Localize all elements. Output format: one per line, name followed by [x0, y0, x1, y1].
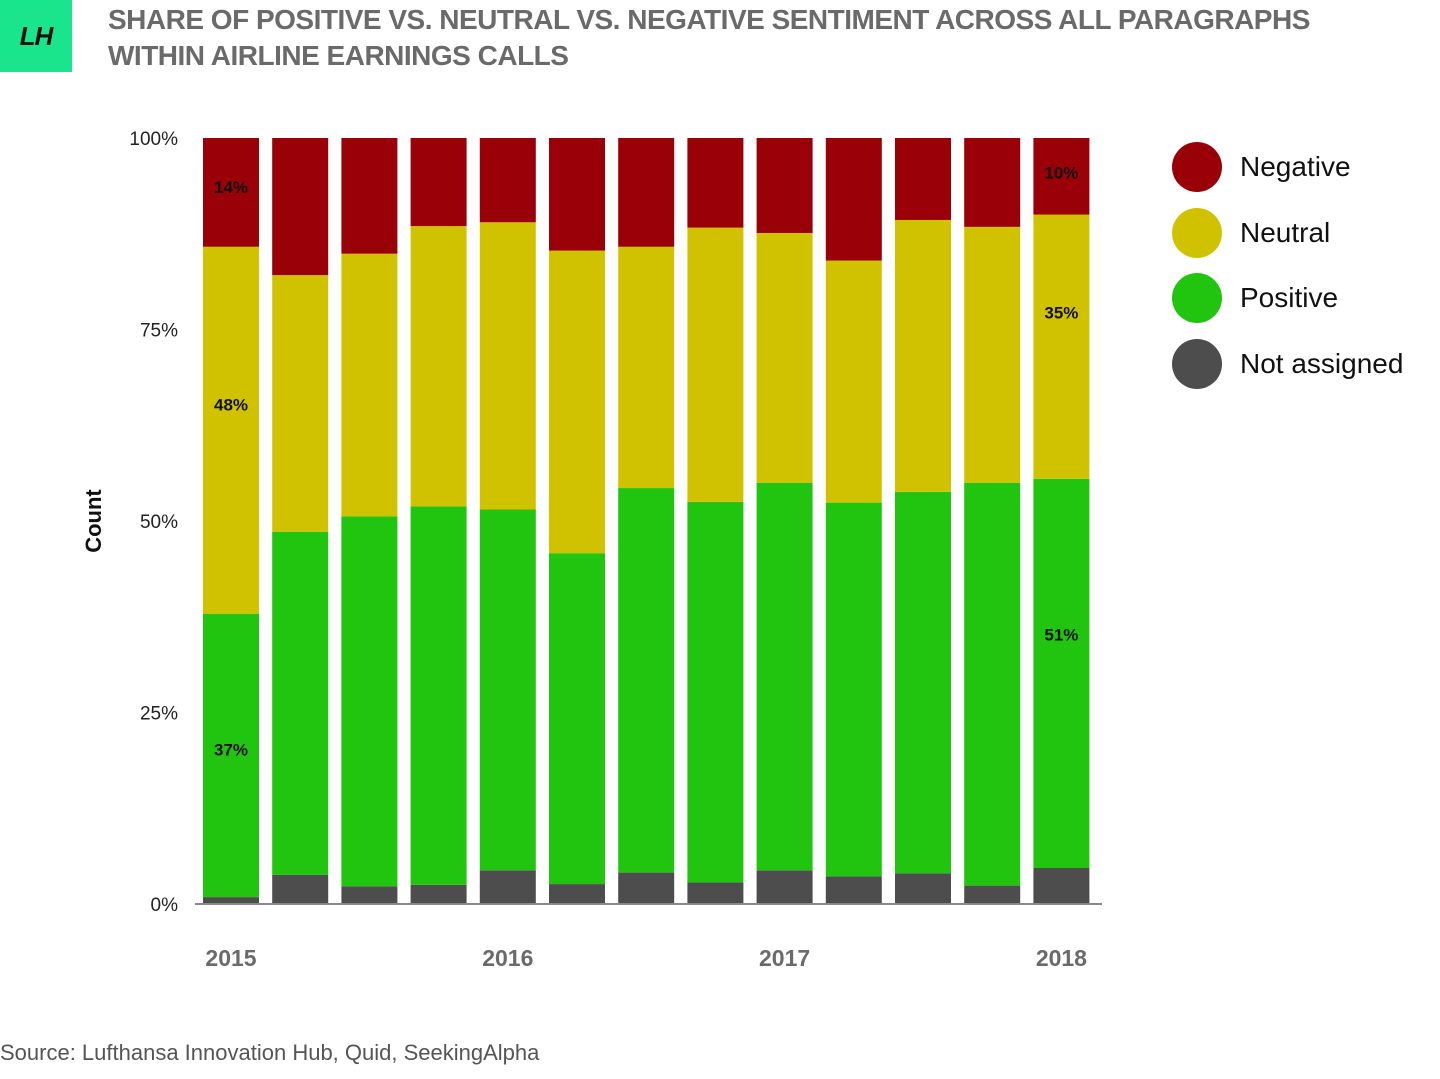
bar-segment-not-assigned: [479, 870, 536, 904]
bar-segment-not-assigned: [549, 884, 605, 904]
bar-segment-positive: [964, 482, 1021, 886]
bar-segment-not-assigned: [825, 876, 882, 904]
legend-label: Negative: [1240, 151, 1351, 182]
bar-segment-negative: [272, 138, 329, 276]
data-label: 51%: [1044, 626, 1078, 645]
legend-item-neutral: Neutral: [1172, 207, 1403, 258]
bar-segment-positive: [272, 531, 329, 875]
legend-swatch: [1172, 142, 1222, 192]
legend-label: Positive: [1240, 282, 1339, 313]
bar-segment-not-assigned: [410, 884, 467, 904]
bar-segment-not-assigned: [687, 882, 744, 904]
y-axis-label: Count: [81, 489, 106, 553]
y-tick-label: 25%: [140, 704, 178, 725]
bar-segment-neutral: [410, 226, 467, 507]
bar-segment-not-assigned: [203, 897, 259, 904]
x-tick-label: 2015: [205, 945, 256, 971]
x-tick-label: 2016: [482, 945, 533, 971]
legend-label: Neutral: [1240, 216, 1331, 248]
bar-segment-negative: [964, 138, 1021, 227]
chart-title: SHARE OF POSITIVE VS. NEUTRAL VS. NEGATI…: [108, 4, 1310, 71]
bar-segment-positive: [341, 516, 398, 887]
bar-segment-neutral: [479, 222, 536, 510]
bar-segment-negative: [341, 138, 398, 254]
bar-segment-positive: [895, 491, 951, 874]
bar-segment-neutral: [341, 253, 398, 517]
bar-segment-not-assigned: [1033, 867, 1090, 904]
bar-segment-positive: [203, 613, 259, 898]
bar-segment-negative: [825, 138, 882, 261]
bar-segment-neutral: [964, 226, 1021, 483]
bar-segment-neutral: [895, 219, 951, 492]
bar-segment-neutral: [825, 260, 882, 503]
bar-segment-neutral: [1033, 214, 1090, 479]
y-tick-label: 75%: [140, 321, 178, 342]
bar-segment-neutral: [756, 232, 813, 483]
bar-segment-not-assigned: [895, 873, 951, 904]
bar-segment-negative: [895, 138, 951, 220]
data-label: 37%: [214, 741, 248, 760]
bar-segment-negative: [1033, 138, 1090, 215]
data-label: 14%: [214, 178, 248, 197]
bar-segment-not-assigned: [618, 872, 675, 904]
bar-segment-not-assigned: [272, 874, 329, 904]
bar-segment-positive: [410, 506, 467, 885]
brand-logo: LH: [0, 0, 72, 72]
bar-segment-negative: [410, 138, 467, 227]
y-tick-label: 100%: [129, 129, 178, 150]
bar-segment-neutral: [203, 246, 259, 614]
chart-legend: Negative Neutral Positive Not assigned: [1172, 142, 1403, 404]
legend-swatch: [1172, 338, 1222, 389]
bar-segment-neutral: [687, 227, 744, 502]
y-tick-label: 0%: [151, 895, 179, 916]
data-label: 48%: [214, 396, 248, 415]
data-label: 10%: [1044, 163, 1078, 182]
legend-item-negative: Negative: [1172, 142, 1403, 192]
legend-swatch: [1172, 207, 1222, 258]
legend-item-not-assigned: Not assigned: [1172, 338, 1404, 389]
bar-segment-negative: [618, 138, 675, 247]
bar-segment-positive: [687, 501, 744, 883]
bar-segment-positive: [618, 488, 675, 873]
bar-segment-neutral: [549, 250, 605, 554]
bar-segment-not-assigned: [964, 885, 1021, 904]
source-note: Source: Lufthansa Innovation Hub, Quid, …: [0, 1040, 540, 1065]
data-label: 35%: [1044, 303, 1078, 322]
bar-segment-not-assigned: [756, 870, 813, 904]
bar-segment-negative: [479, 138, 536, 223]
bar-segment-positive: [479, 509, 536, 871]
legend-item-positive: Positive: [1172, 273, 1403, 323]
bar-segment-neutral: [618, 246, 675, 489]
x-tick-label: 2017: [759, 945, 810, 971]
y-tick-label: 50%: [140, 512, 178, 533]
bar-segment-negative: [549, 138, 605, 251]
bar-segment-positive: [825, 502, 882, 877]
bar-segment-positive: [756, 482, 813, 871]
legend-label: Not assigned: [1240, 347, 1404, 379]
bar-segment-negative: [756, 138, 813, 233]
logo-text: LH: [19, 20, 54, 51]
bar-segment-positive: [549, 553, 605, 885]
bar-segment-positive: [1033, 478, 1090, 868]
legend-swatch: [1172, 273, 1222, 323]
bar-segment-negative: [203, 138, 259, 247]
x-tick-label: 2018: [1036, 945, 1087, 971]
bar-segment-negative: [687, 138, 744, 228]
bar-segment-neutral: [272, 275, 329, 532]
bar-segment-not-assigned: [341, 886, 398, 904]
